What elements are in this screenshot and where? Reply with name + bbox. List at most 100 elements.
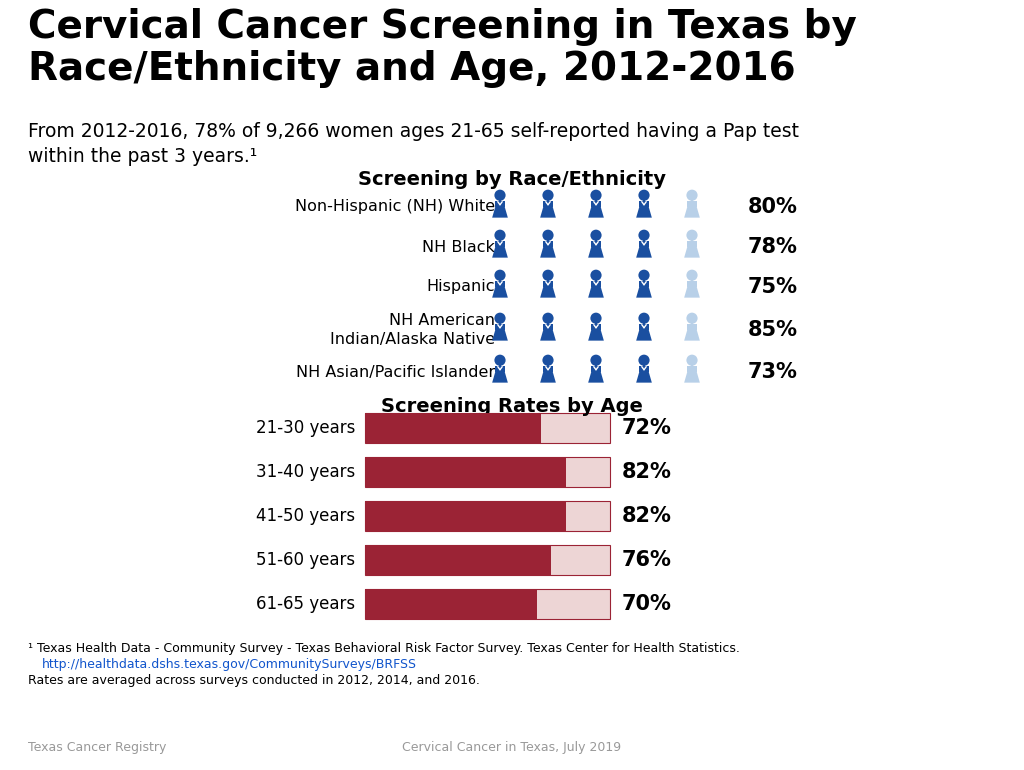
Text: 61-65 years: 61-65 years — [256, 595, 355, 613]
FancyBboxPatch shape — [591, 366, 601, 372]
FancyBboxPatch shape — [544, 201, 553, 207]
FancyBboxPatch shape — [365, 501, 610, 531]
FancyBboxPatch shape — [639, 281, 649, 287]
Polygon shape — [588, 372, 604, 383]
Circle shape — [543, 229, 554, 241]
Polygon shape — [636, 207, 652, 218]
FancyBboxPatch shape — [365, 545, 610, 575]
Circle shape — [638, 270, 649, 281]
FancyBboxPatch shape — [547, 363, 550, 367]
FancyBboxPatch shape — [687, 201, 696, 207]
Polygon shape — [684, 207, 699, 218]
Circle shape — [686, 355, 697, 366]
Polygon shape — [588, 330, 604, 340]
FancyBboxPatch shape — [687, 241, 696, 247]
Polygon shape — [636, 330, 652, 340]
Text: 76%: 76% — [622, 550, 672, 570]
FancyBboxPatch shape — [690, 322, 693, 324]
Text: Non-Hispanic (NH) White: Non-Hispanic (NH) White — [295, 199, 495, 215]
FancyBboxPatch shape — [687, 366, 696, 372]
FancyBboxPatch shape — [595, 363, 597, 367]
Text: NH American
Indian/Alaska Native: NH American Indian/Alaska Native — [330, 313, 495, 346]
Text: Screening by Race/Ethnicity: Screening by Race/Ethnicity — [358, 170, 666, 189]
Polygon shape — [636, 247, 652, 258]
FancyBboxPatch shape — [547, 279, 550, 281]
Circle shape — [495, 270, 506, 281]
FancyBboxPatch shape — [365, 413, 610, 443]
Text: Cervical Cancer Screening in Texas by
Race/Ethnicity and Age, 2012-2016: Cervical Cancer Screening in Texas by Ra… — [28, 8, 857, 89]
Polygon shape — [493, 247, 508, 258]
FancyBboxPatch shape — [544, 366, 553, 372]
Text: 70%: 70% — [622, 594, 672, 614]
Circle shape — [591, 270, 602, 281]
FancyBboxPatch shape — [639, 201, 649, 207]
Text: From 2012-2016, 78% of 9,266 women ages 21-65 self-reported having a Pap test
wi: From 2012-2016, 78% of 9,266 women ages … — [28, 122, 799, 166]
Polygon shape — [684, 247, 699, 258]
FancyBboxPatch shape — [690, 239, 693, 242]
FancyBboxPatch shape — [499, 279, 502, 281]
Text: 73%: 73% — [748, 362, 798, 382]
Text: Texas Cancer Registry: Texas Cancer Registry — [28, 741, 166, 754]
Text: NH Black: NH Black — [422, 239, 495, 255]
Text: 72%: 72% — [622, 418, 672, 438]
Polygon shape — [684, 287, 699, 298]
Circle shape — [543, 355, 554, 366]
Circle shape — [686, 270, 697, 281]
Circle shape — [495, 355, 506, 366]
FancyBboxPatch shape — [591, 201, 601, 207]
FancyBboxPatch shape — [690, 279, 693, 281]
Circle shape — [686, 229, 697, 241]
Polygon shape — [541, 287, 556, 298]
FancyBboxPatch shape — [595, 199, 597, 202]
FancyBboxPatch shape — [643, 322, 645, 324]
Circle shape — [638, 189, 649, 201]
FancyBboxPatch shape — [595, 279, 597, 281]
Circle shape — [591, 313, 602, 324]
Polygon shape — [541, 330, 556, 340]
Text: 80%: 80% — [748, 197, 798, 217]
Polygon shape — [493, 287, 508, 298]
Circle shape — [638, 355, 649, 366]
FancyBboxPatch shape — [547, 239, 550, 242]
FancyBboxPatch shape — [591, 241, 601, 247]
Circle shape — [591, 355, 602, 366]
Circle shape — [495, 313, 506, 324]
FancyBboxPatch shape — [365, 413, 542, 443]
Text: 82%: 82% — [622, 462, 672, 482]
Polygon shape — [684, 372, 699, 383]
FancyBboxPatch shape — [639, 241, 649, 247]
Circle shape — [591, 229, 602, 241]
FancyBboxPatch shape — [547, 199, 550, 202]
Text: Rates are averaged across surveys conducted in 2012, 2014, and 2016.: Rates are averaged across surveys conduc… — [28, 674, 480, 687]
Circle shape — [543, 270, 554, 281]
Circle shape — [543, 189, 554, 201]
FancyBboxPatch shape — [365, 457, 610, 487]
FancyBboxPatch shape — [365, 589, 537, 619]
FancyBboxPatch shape — [499, 322, 502, 324]
FancyBboxPatch shape — [690, 199, 693, 202]
Polygon shape — [636, 372, 652, 383]
FancyBboxPatch shape — [643, 363, 645, 367]
FancyBboxPatch shape — [496, 366, 505, 372]
Text: 51-60 years: 51-60 years — [256, 551, 355, 569]
FancyBboxPatch shape — [544, 281, 553, 287]
FancyBboxPatch shape — [591, 281, 601, 287]
Circle shape — [686, 189, 697, 201]
Circle shape — [495, 229, 506, 241]
Polygon shape — [588, 287, 604, 298]
Polygon shape — [541, 207, 556, 218]
FancyBboxPatch shape — [643, 239, 645, 242]
FancyBboxPatch shape — [499, 199, 502, 202]
FancyBboxPatch shape — [547, 322, 550, 324]
FancyBboxPatch shape — [544, 324, 553, 330]
Polygon shape — [493, 330, 508, 340]
Text: 85%: 85% — [748, 320, 798, 340]
Polygon shape — [684, 330, 699, 340]
Polygon shape — [541, 247, 556, 258]
FancyBboxPatch shape — [365, 457, 566, 487]
FancyBboxPatch shape — [365, 501, 566, 531]
FancyBboxPatch shape — [496, 201, 505, 207]
Circle shape — [591, 189, 602, 201]
FancyBboxPatch shape — [639, 366, 649, 372]
Text: http://healthdata.dshs.texas.gov/CommunitySurveys/BRFSS: http://healthdata.dshs.texas.gov/Communi… — [42, 658, 417, 671]
